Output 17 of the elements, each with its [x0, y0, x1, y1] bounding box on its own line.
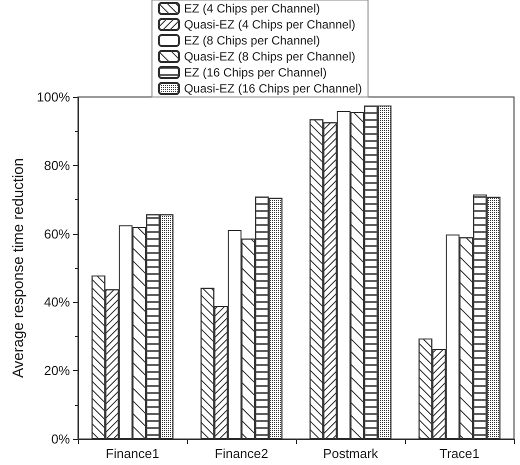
- y-axis-title: Average response time reduction: [10, 158, 27, 378]
- legend-label: EZ (4 Chips per Channel): [184, 2, 320, 16]
- x-tick-label: Finance1: [106, 446, 160, 461]
- y-tick-label: 100%: [36, 90, 70, 104]
- y-tick-label: 20%: [44, 363, 70, 378]
- x-tick-label: Trace1: [440, 446, 480, 461]
- x-tick-label: Postmark: [323, 446, 378, 461]
- legend-label: EZ (8 Chips per Channel): [184, 34, 320, 48]
- y-tick-label: 60%: [44, 226, 70, 242]
- x-tick-label: Finance2: [214, 446, 268, 461]
- legend-label: EZ (16 Chips per Channel): [184, 66, 327, 80]
- y-tick-label: 0%: [51, 432, 70, 446]
- legend-label: Quasi-EZ (4 Chips per Channel): [184, 18, 356, 32]
- legend-label: Quasi-EZ (16 Chips per Channel): [184, 82, 362, 96]
- legend-label: Quasi-EZ (8 Chips per Channel): [184, 50, 356, 64]
- y-tick-label: 80%: [44, 158, 70, 173]
- y-tick-label: 40%: [44, 294, 70, 310]
